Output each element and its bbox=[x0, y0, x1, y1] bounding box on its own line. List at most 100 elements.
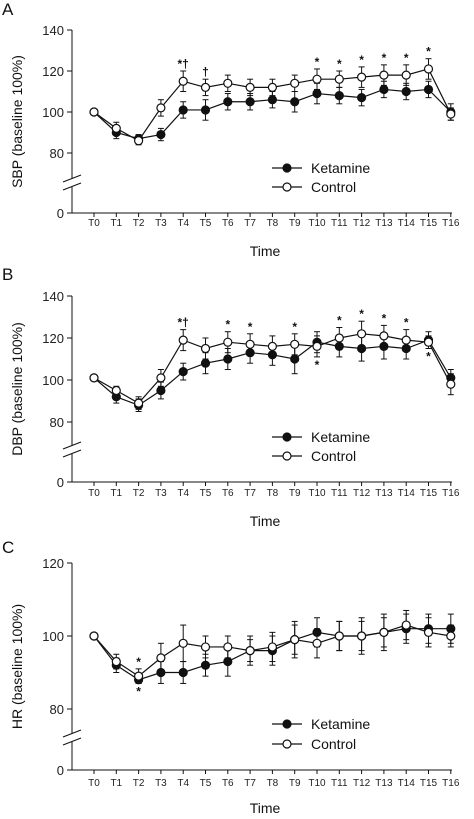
data-point bbox=[401, 620, 411, 630]
x-tick-label: T5 bbox=[200, 778, 212, 789]
x-tick-label: T14 bbox=[398, 218, 416, 229]
data-point bbox=[223, 354, 233, 364]
significance-marker: * bbox=[404, 316, 409, 330]
significance-marker: * bbox=[315, 358, 320, 372]
x-tick-label: T4 bbox=[177, 218, 189, 229]
x-tick-label: T15 bbox=[420, 218, 438, 229]
y-axis-title: SBP (baseline 100%) bbox=[9, 55, 25, 188]
data-point bbox=[312, 341, 322, 351]
legend-label: Ketamine bbox=[311, 716, 370, 732]
data-point bbox=[134, 671, 144, 681]
data-point bbox=[200, 343, 211, 354]
x-tick-label: T13 bbox=[375, 778, 393, 789]
x-tick-label: T6 bbox=[222, 778, 234, 789]
data-point bbox=[111, 123, 121, 133]
data-point bbox=[401, 86, 411, 97]
x-tick-label: T6 bbox=[222, 218, 234, 229]
data-point bbox=[290, 97, 300, 107]
y-tick-label: 80 bbox=[50, 415, 64, 430]
y-tick-label: 120 bbox=[42, 64, 64, 79]
data-point bbox=[89, 373, 99, 383]
x-tick-label: T3 bbox=[155, 218, 167, 229]
significance-marker: * bbox=[359, 53, 364, 67]
x-tick-label: T12 bbox=[353, 778, 371, 789]
data-point bbox=[446, 379, 456, 389]
data-point bbox=[245, 82, 255, 93]
x-tick-label: T7 bbox=[244, 218, 256, 229]
x-tick-label: T4 bbox=[177, 778, 189, 789]
y-tick-label: 100 bbox=[42, 629, 64, 644]
data-point bbox=[357, 93, 367, 103]
data-point bbox=[245, 339, 255, 349]
x-tick-label: T14 bbox=[398, 488, 416, 499]
x-axis-title: Time bbox=[250, 513, 281, 529]
significance-marker: * bbox=[426, 350, 431, 364]
x-tick-label: T3 bbox=[155, 488, 167, 499]
data-point bbox=[312, 88, 322, 99]
data-point bbox=[290, 339, 300, 349]
legend-label: Control bbox=[311, 736, 356, 752]
x-tick-label: T7 bbox=[244, 778, 256, 789]
axis-break-mark bbox=[62, 729, 82, 738]
x-axis-title: Time bbox=[250, 243, 281, 259]
significance-marker: *† bbox=[178, 57, 189, 71]
data-point bbox=[357, 631, 367, 641]
data-point bbox=[290, 354, 300, 364]
data-point bbox=[156, 385, 166, 396]
panel-letter: C bbox=[2, 538, 14, 557]
data-point bbox=[379, 70, 389, 80]
x-tick-label: T11 bbox=[331, 488, 348, 499]
x-tick-label: T13 bbox=[375, 218, 393, 229]
data-point bbox=[89, 631, 99, 641]
data-point bbox=[223, 337, 233, 347]
legend-marker bbox=[282, 451, 292, 461]
legend-marker bbox=[282, 182, 292, 192]
panel-a: A 0 80 100 120 140 T0 T1 T2 T3 T4 T5 T6 T7 T8 T9 T10 T11 T… bbox=[2, 0, 460, 259]
y-tick-label: 140 bbox=[42, 289, 64, 304]
data-point bbox=[111, 385, 121, 396]
x-tick-label: T12 bbox=[353, 488, 371, 499]
legend-marker bbox=[282, 739, 292, 749]
axis-break-mark bbox=[62, 737, 82, 746]
x-tick-label: T9 bbox=[289, 488, 301, 499]
x-tick-label: T13 bbox=[375, 488, 393, 499]
legend-label: Control bbox=[311, 179, 356, 195]
series-control bbox=[89, 320, 456, 410]
y-tick-label: 100 bbox=[42, 105, 64, 120]
x-tick-label: T8 bbox=[267, 778, 279, 789]
y-tick-label: 120 bbox=[42, 556, 64, 571]
y-tick-label: 120 bbox=[42, 331, 64, 346]
data-point bbox=[156, 373, 166, 383]
x-tick-label: T16 bbox=[442, 218, 460, 229]
data-point bbox=[312, 638, 322, 648]
data-point bbox=[334, 631, 344, 641]
x-tick-label: T4 bbox=[177, 488, 189, 499]
data-point bbox=[223, 656, 233, 667]
x-tick-label: T11 bbox=[331, 218, 348, 229]
x-tick-label: T3 bbox=[155, 778, 167, 789]
data-point bbox=[200, 642, 211, 652]
data-point bbox=[200, 82, 211, 93]
x-tick-label: T2 bbox=[133, 778, 145, 789]
data-point bbox=[267, 341, 277, 351]
data-point bbox=[200, 358, 211, 368]
data-point bbox=[245, 97, 255, 107]
significance-marker: * bbox=[337, 314, 342, 328]
x-tick-label: T5 bbox=[200, 218, 212, 229]
y-tick-label: 0 bbox=[57, 763, 64, 778]
significance-marker: * bbox=[315, 55, 320, 69]
data-point bbox=[156, 653, 166, 663]
data-point bbox=[446, 109, 456, 119]
significance-marker: * bbox=[404, 51, 409, 65]
data-point bbox=[200, 660, 211, 670]
legend: Ketamine Control bbox=[272, 160, 370, 195]
data-point bbox=[178, 667, 188, 678]
x-tick-label: T0 bbox=[88, 488, 100, 499]
y-tick-label: 0 bbox=[57, 206, 64, 221]
panel-b: B 0 80 100 120 140 T0 T1 T2 T3 T4 T5 T6 T7 T8 T9 T10 T11 T… bbox=[2, 265, 460, 529]
data-point bbox=[156, 129, 166, 140]
x-tick-label: T14 bbox=[398, 778, 416, 789]
data-point bbox=[357, 72, 367, 82]
legend-label: Ketamine bbox=[311, 160, 370, 176]
